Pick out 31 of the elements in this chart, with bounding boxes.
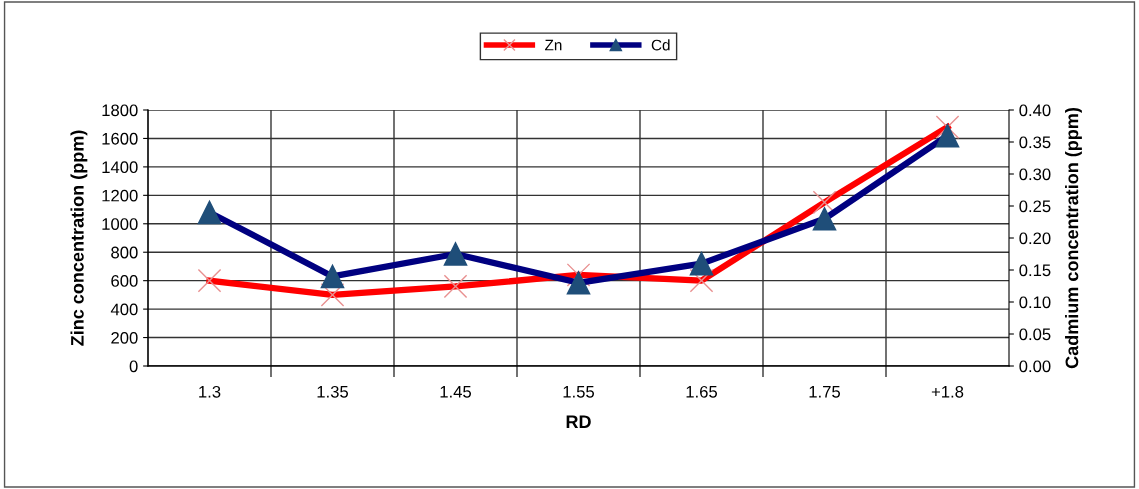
x-tick-label: +1.8 xyxy=(931,385,964,398)
x-tick-label: 1.65 xyxy=(686,385,718,398)
y-axis-title: Zinc concentration (ppm) xyxy=(70,130,88,346)
y-tick-label: 800 xyxy=(111,246,138,259)
legend-label: Zn xyxy=(545,39,562,51)
y-tick-label: 1800 xyxy=(102,104,138,117)
y-tick-label: 600 xyxy=(111,275,138,287)
y2-axis-title: Cadmium concentration (ppm) xyxy=(1065,107,1082,369)
x-tick-label: 1.45 xyxy=(440,386,472,398)
y2-tick-label: 0.10 xyxy=(1019,296,1051,309)
y2-tick-label: 0.30 xyxy=(1019,168,1051,181)
y-tick-label: 200 xyxy=(111,331,138,344)
y-tick-label: 400 xyxy=(110,303,138,316)
x-tick-label: 1.3 xyxy=(199,385,221,398)
y-tick-label: 1000 xyxy=(102,218,138,230)
x-tick-label: 1.55 xyxy=(563,386,595,398)
x-tick-label: 1.75 xyxy=(809,386,841,398)
x-axis-title: RD xyxy=(566,415,591,428)
y-tick-label: 1200 xyxy=(102,189,138,202)
legend-label: Cd xyxy=(651,39,670,51)
y-tick-label: 0 xyxy=(129,360,138,373)
y-tick-label: 1600 xyxy=(102,132,138,145)
y2-tick-label: 0.35 xyxy=(1019,136,1051,149)
y2-tick-label: 0.40 xyxy=(1019,104,1051,117)
y2-tick-label: 0.20 xyxy=(1019,232,1051,245)
y-tick-label: 1400 xyxy=(102,161,138,174)
x-tick-label: 1.35 xyxy=(317,385,349,398)
y2-tick-label: 0.25 xyxy=(1019,200,1051,213)
y2-tick-label: 0.00 xyxy=(1019,360,1051,373)
y2-tick-label: 0.15 xyxy=(1019,264,1051,277)
y2-tick-label: 0.05 xyxy=(1019,328,1051,341)
